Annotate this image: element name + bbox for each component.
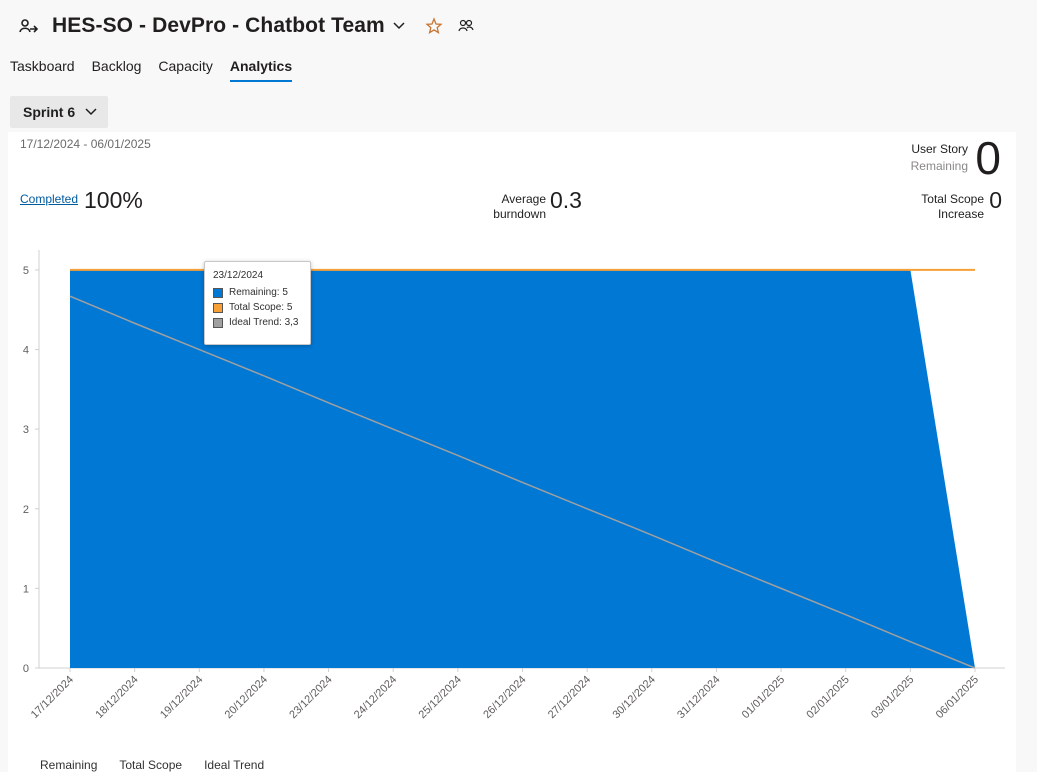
total-scope-increase-value: 0 <box>989 187 1002 213</box>
team-icon <box>18 15 40 37</box>
burndown-chart[interactable]: 0 1 2 3 4 5 17/12/2024 18/12/2024 19/12/2024 20/1… <box>8 132 1016 772</box>
x-tick-label: 17/12/2024 <box>29 674 76 721</box>
people-icon[interactable] <box>457 17 475 35</box>
y-tick-label: 4 <box>23 345 29 357</box>
average-burndown-label-line2: burndown <box>493 207 546 221</box>
remaining-value: 0 <box>975 132 1001 184</box>
x-tick-label: 31/12/2024 <box>675 674 722 721</box>
tab-backlog[interactable]: Backlog <box>91 58 142 74</box>
x-tick-label: 20/12/2024 <box>223 674 270 721</box>
x-tick-label: 25/12/2024 <box>417 674 464 721</box>
x-tick-label: 01/01/2025 <box>740 674 787 721</box>
page-header: HES-SO - DevPro - Chatbot Team <box>18 10 475 42</box>
legend-ideal-trend[interactable]: Ideal Trend <box>204 758 265 772</box>
total-scope-increase-label: Total Scope Increase <box>921 192 984 222</box>
y-tick-label: 2 <box>23 504 29 516</box>
x-tick-label: 26/12/2024 <box>481 674 528 721</box>
y-tick-label: 1 <box>23 583 29 595</box>
tab-capacity[interactable]: Capacity <box>158 58 213 74</box>
remaining-area <box>70 269 975 668</box>
ideal-trend-swatch <box>213 317 223 328</box>
total-scope-swatch <box>213 302 223 313</box>
x-tick-label: 23/12/2024 <box>287 674 334 721</box>
date-range: 17/12/2024 - 06/01/2025 <box>20 137 151 151</box>
tooltip-ideal-trend: Ideal Trend: 3,3 <box>229 317 299 328</box>
x-tick-label: 24/12/2024 <box>352 674 399 721</box>
average-burndown-label-line1: Average <box>501 192 546 206</box>
tab-analytics[interactable]: Analytics <box>229 56 293 82</box>
x-tick-label: 06/01/2025 <box>934 674 981 721</box>
y-tick-label: 0 <box>23 663 29 675</box>
x-tick-label: 03/01/2025 <box>869 674 916 721</box>
star-icon[interactable] <box>425 17 443 35</box>
remaining-label: Remaining <box>910 159 968 173</box>
average-burndown-value: 0.3 <box>550 187 582 213</box>
tooltip-remaining-row: Remaining: 5 <box>213 287 310 298</box>
team-title: HES-SO - DevPro - Chatbot Team <box>52 14 385 37</box>
chart-legend: Remaining Total Scope Ideal Trend <box>40 758 264 772</box>
y-tick-label: 3 <box>23 424 29 436</box>
x-tick-label: 19/12/2024 <box>158 674 205 721</box>
tab-bar: Taskboard Backlog Capacity Analytics <box>10 56 309 82</box>
y-tick-label: 5 <box>23 265 29 277</box>
x-tick-label: 18/12/2024 <box>93 674 140 721</box>
legend-total-scope[interactable]: Total Scope <box>119 758 183 772</box>
remaining-swatch <box>213 287 223 298</box>
completed-link[interactable]: Completed <box>20 192 79 206</box>
tooltip-date: 23/12/2024 <box>213 270 264 281</box>
x-tick-label: 02/01/2025 <box>804 674 851 721</box>
total-scope-label-line2: Increase <box>937 207 984 221</box>
sprint-selector[interactable]: Sprint 6 <box>10 96 108 128</box>
chart-tooltip: 23/12/2024 Remaining: 5 Total Scope: 5 I… <box>204 261 311 345</box>
chevron-down-icon[interactable] <box>393 19 407 33</box>
tooltip-remaining: Remaining: 5 <box>229 287 288 298</box>
chevron-down-icon <box>85 106 97 118</box>
sprint-label: Sprint 6 <box>23 104 76 120</box>
x-tick-label: 30/12/2024 <box>610 674 657 721</box>
ideal-trend-line <box>69 295 976 669</box>
completed-value: 100% <box>84 187 143 213</box>
tooltip-total-scope: Total Scope: 5 <box>229 302 293 313</box>
tooltip-scope-row: Total Scope: 5 <box>213 302 310 313</box>
user-story-remaining-label: User Story Remaining <box>911 141 968 175</box>
tooltip-ideal-row: Ideal Trend: 3,3 <box>213 317 310 328</box>
total-scope-label-line1: Total Scope <box>921 192 984 206</box>
average-burndown-label: Average burndown <box>470 192 546 222</box>
user-story-label: User Story <box>911 142 968 156</box>
legend-remaining[interactable]: Remaining <box>40 758 98 772</box>
x-tick-label: 27/12/2024 <box>546 674 593 721</box>
burndown-card: 17/12/2024 - 06/01/2025 User Story Remai… <box>8 132 1016 772</box>
tab-taskboard[interactable]: Taskboard <box>10 58 75 74</box>
